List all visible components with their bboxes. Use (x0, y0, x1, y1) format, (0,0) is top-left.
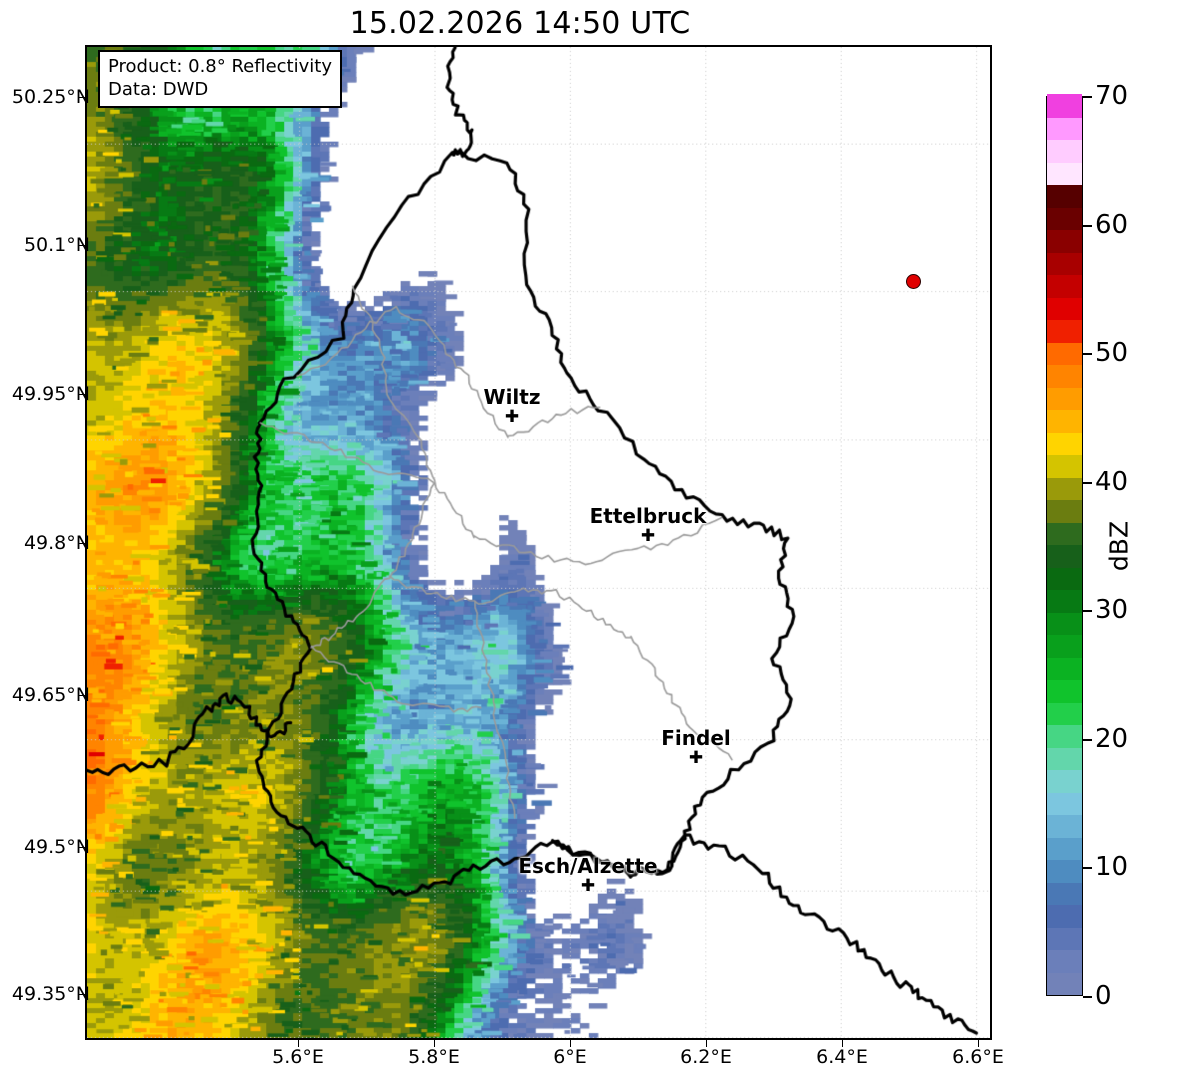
page-title: 15.02.2026 14:50 UTC (349, 6, 691, 41)
colorbar-band (1047, 296, 1082, 320)
colorbar-band (1047, 454, 1082, 478)
colorbar-band (1047, 611, 1082, 635)
colorbar-tick-mark (1083, 610, 1092, 612)
y-axis-tick-label: 49.5°N (23, 836, 90, 858)
colorbar-band (1047, 184, 1082, 208)
colorbar-band (1047, 949, 1082, 973)
colorbar-tick-label: 20 (1095, 724, 1129, 754)
colorbar-band (1047, 161, 1082, 185)
y-axis-tick-mark (78, 245, 85, 246)
colorbar-band (1047, 229, 1082, 253)
x-axis-tick-mark (842, 1040, 843, 1047)
colorbar-tick-label: 0 (1095, 981, 1112, 1011)
colorbar-band (1047, 139, 1082, 163)
x-axis-tick-label: 5.8°E (408, 1046, 460, 1068)
colorbar-band (1047, 521, 1082, 545)
info-box: Product: 0.8° Reflectivity Data: DWD (98, 50, 342, 108)
colorbar[interactable] (1046, 94, 1083, 996)
y-axis-tick-label: 50.25°N (11, 86, 90, 108)
colorbar-band (1047, 544, 1082, 568)
y-axis-tick-label: 49.8°N (23, 532, 90, 554)
colorbar-band (1047, 566, 1082, 590)
x-axis-tick-label: 6°E (553, 1046, 587, 1068)
colorbar-tick-mark (1083, 96, 1092, 98)
x-axis-tick-label: 5.6°E (272, 1046, 324, 1068)
x-axis-tick-mark (978, 1040, 979, 1047)
colorbar-tick-label: 60 (1095, 210, 1129, 240)
colorbar-band (1047, 679, 1082, 703)
colorbar-band (1047, 634, 1082, 658)
colorbar-band (1047, 364, 1082, 388)
colorbar-tick-label: 40 (1095, 467, 1129, 497)
colorbar-band (1047, 904, 1082, 928)
colorbar-band (1047, 409, 1082, 433)
colorbar-tick-mark (1083, 353, 1092, 355)
colorbar-band (1047, 859, 1082, 883)
x-axis-tick-label: 6.2°E (680, 1046, 732, 1068)
colorbar-band (1047, 94, 1082, 118)
y-axis-tick-label: 49.35°N (11, 983, 90, 1005)
colorbar-tick-label: 70 (1095, 81, 1129, 111)
colorbar-band (1047, 656, 1082, 680)
y-axis-tick-label: 49.95°N (11, 383, 90, 405)
radar-site-marker[interactable] (905, 273, 921, 289)
x-axis-tick-mark (434, 1040, 435, 1047)
x-axis-tick-mark (570, 1040, 571, 1047)
colorbar-band (1047, 341, 1082, 365)
colorbar-tick-mark (1083, 739, 1092, 741)
colorbar-band (1047, 814, 1082, 838)
colorbar-band (1047, 926, 1082, 950)
x-axis-tick-label: 6.6°E (952, 1046, 1004, 1068)
y-axis-tick-mark (78, 695, 85, 696)
colorbar-tick-mark (1083, 996, 1092, 998)
colorbar-band (1047, 881, 1082, 905)
x-axis-tick-mark (298, 1040, 299, 1047)
colorbar-tick-mark (1083, 482, 1092, 484)
colorbar-axis-label: dBZ (1104, 520, 1134, 572)
colorbar-band (1047, 476, 1082, 500)
x-axis-tick-label: 6.4°E (816, 1046, 868, 1068)
colorbar-band (1047, 499, 1082, 523)
colorbar-tick-label: 30 (1095, 595, 1129, 625)
colorbar-band (1047, 116, 1082, 140)
colorbar-band (1047, 724, 1082, 748)
colorbar-band (1047, 319, 1082, 343)
y-axis-tick-mark (78, 543, 85, 544)
y-axis-tick-mark (78, 394, 85, 395)
colorbar-band (1047, 274, 1082, 298)
colorbar-band (1047, 971, 1082, 995)
colorbar-tick-mark (1083, 225, 1092, 227)
colorbar-band (1047, 746, 1082, 770)
info-data-line: Data: DWD (108, 78, 209, 100)
colorbar-band (1047, 386, 1082, 410)
colorbar-band (1047, 206, 1082, 230)
colorbar-band (1047, 431, 1082, 455)
colorbar-tick-label: 50 (1095, 338, 1129, 368)
colorbar-band (1047, 836, 1082, 860)
colorbar-band (1047, 769, 1082, 793)
info-product-line: Product: 0.8° Reflectivity (108, 56, 332, 77)
colorbar-band (1047, 791, 1082, 815)
x-axis-tick-mark (706, 1040, 707, 1047)
colorbar-band (1047, 251, 1082, 275)
y-axis-tick-label: 50.1°N (23, 234, 90, 256)
y-axis-tick-mark (78, 97, 85, 98)
map-borders-layer (87, 47, 990, 1038)
y-axis-tick-mark (78, 847, 85, 848)
colorbar-band (1047, 701, 1082, 725)
y-axis-tick-label: 49.65°N (11, 684, 90, 706)
colorbar-tick-label: 10 (1095, 852, 1129, 882)
colorbar-tick-mark (1083, 867, 1092, 869)
map-plot-area[interactable] (85, 45, 992, 1040)
y-axis-tick-mark (78, 994, 85, 995)
colorbar-band (1047, 589, 1082, 613)
